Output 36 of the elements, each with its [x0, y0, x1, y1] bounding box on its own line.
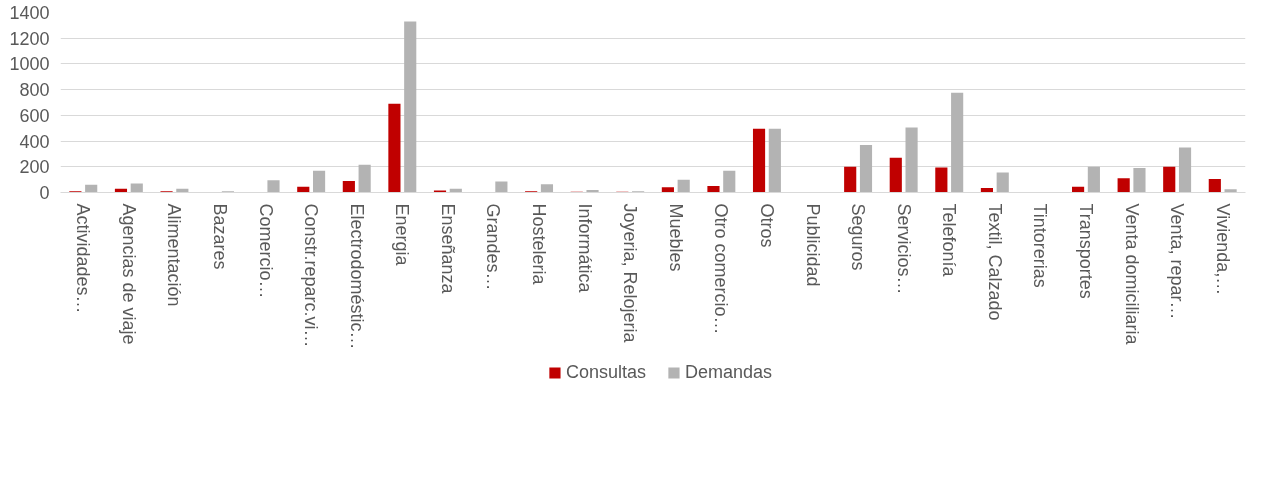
- y-tick-label: 600: [19, 105, 50, 126]
- y-tick-label: 1200: [9, 28, 50, 49]
- x-tick-label: Venta domiciliaria: [1121, 203, 1142, 346]
- x-tick-label: Otros: [756, 203, 777, 248]
- x-tick-label: Servicios…: [893, 203, 914, 295]
- y-tick-label: 800: [19, 80, 50, 101]
- x-tick-label: Publicidad: [802, 203, 823, 287]
- x-tick-label: Actividades…: [73, 203, 94, 314]
- x-tick-label: Telefonía: [939, 203, 960, 278]
- legend-label: Demandas: [685, 361, 773, 383]
- x-tick-label: Otro comercio…: [711, 203, 732, 335]
- x-tick-label: Hosteleria: [529, 203, 550, 286]
- x-tick-label: Transportes: [1075, 203, 1096, 299]
- x-tick-label: Seguros: [848, 203, 869, 271]
- x-tick-label: Agencias de viaje: [118, 203, 139, 345]
- x-tick-label: Grandes…: [483, 203, 504, 291]
- y-tick-label: 1400: [9, 3, 50, 23]
- x-tick-label: Electrodoméstic…: [346, 203, 367, 350]
- y-tick-label: 1000: [9, 54, 50, 75]
- x-tick-label: Alimentación: [164, 203, 185, 307]
- x-tick-label: Joyeria, Relojeria: [620, 203, 641, 344]
- y-tick-label: 200: [19, 157, 50, 178]
- x-tick-label: Informática: [574, 203, 595, 294]
- y-tick-label: 400: [19, 131, 50, 152]
- x-tick-label: Venta, repar…: [1167, 203, 1188, 320]
- x-tick-label: Vivienda,…: [1212, 203, 1233, 296]
- x-tick-label: Tintorerias: [1030, 203, 1051, 288]
- x-tick-label: Bazares: [210, 203, 231, 270]
- x-tick-label: Enseñanza: [437, 203, 458, 295]
- x-tick-label: Comercio…: [255, 203, 276, 299]
- x-tick-label: Muebles: [665, 203, 686, 272]
- x-tick-label: Energia: [392, 203, 413, 267]
- y-tick-label: 0: [39, 183, 50, 203]
- x-tick-label: Textil, Calzado: [984, 203, 1005, 321]
- x-tick-label: Constr.reparc.vi…: [301, 203, 322, 348]
- legend-label: Consultas: [565, 361, 646, 383]
